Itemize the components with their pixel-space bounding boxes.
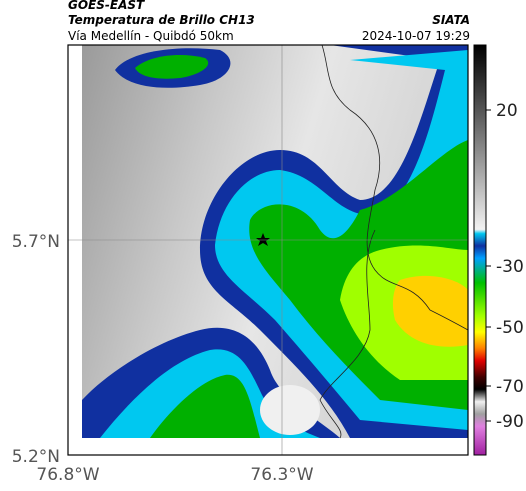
colorbar-label: -90 (496, 412, 524, 432)
lon-label: 76.8°W (36, 465, 99, 485)
lat-label: 5.7°N (12, 232, 60, 252)
colorbar (473, 44, 487, 456)
subtitle: Temperatura de Brillo CH13 (68, 13, 255, 27)
title: GOES-EAST (68, 0, 145, 12)
lon-label: 76.3°W (250, 465, 313, 485)
lat-label: 5.2°N (12, 447, 60, 467)
colorbar-label: 20 (496, 101, 518, 121)
colorbar-label: -50 (496, 318, 524, 338)
source: SIATA (432, 13, 470, 27)
colorbar-label: -30 (496, 257, 524, 277)
map-image (82, 44, 469, 439)
colorbar-label: -70 (496, 377, 524, 397)
location: Vía Medellín - Quibdó 50km (68, 29, 234, 43)
map-frame (67, 44, 469, 456)
datetime: 2024-10-07 19:29 (362, 29, 470, 43)
